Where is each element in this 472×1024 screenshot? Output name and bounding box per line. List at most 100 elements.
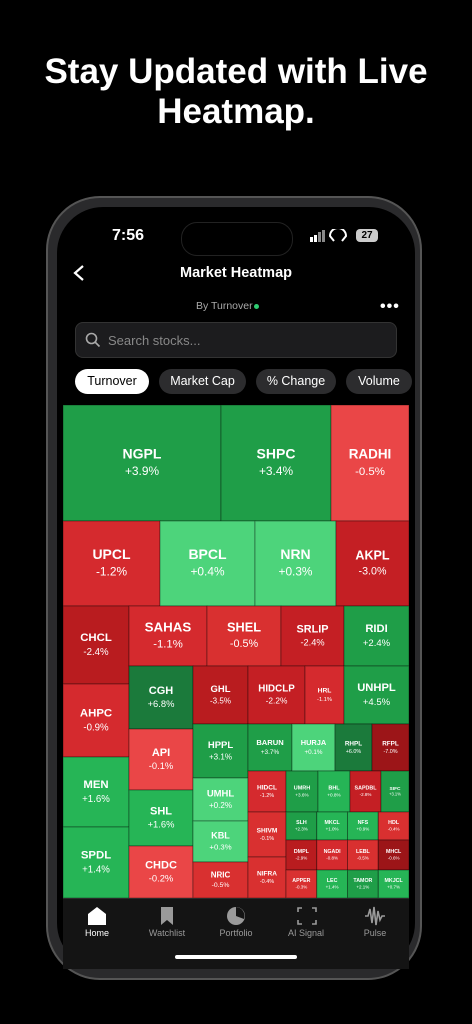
tile-name: SHIVM — [257, 827, 278, 834]
tile-name: API — [152, 747, 170, 759]
tile-change: +0.7% — [387, 885, 400, 890]
search-icon — [85, 332, 101, 348]
tile-name: RHPL — [345, 740, 362, 747]
tile-change: +1.4% — [326, 885, 339, 890]
header-subtitle: By Turnover — [196, 300, 253, 312]
tile-bg — [247, 723, 293, 772]
tile-bg — [63, 756, 130, 828]
tile-name: BHL — [328, 786, 340, 792]
tile-name: SAPDBL — [355, 786, 378, 792]
tile-name: TAMOR — [353, 878, 372, 884]
tile-change: -0.3% — [295, 885, 307, 890]
tile-change: -0.5% — [355, 466, 385, 478]
tile-change: -2.2% — [266, 696, 288, 706]
tile-name: AHPC — [80, 708, 112, 720]
tile-name: KBL — [211, 830, 230, 840]
tile-name: SLH — [296, 820, 307, 826]
filter-chip[interactable]: % Change — [256, 369, 336, 394]
tile-bg — [128, 605, 208, 667]
tile-bg — [347, 869, 379, 898]
tile-bg — [159, 520, 256, 607]
tile-change: +1.4% — [82, 864, 110, 875]
tile-name: NGADI — [324, 849, 342, 855]
tile-name: NFS — [358, 820, 369, 826]
tile-name: HURJA — [301, 738, 327, 747]
tile-change: +4.5% — [363, 697, 391, 708]
tile-bg — [285, 811, 318, 841]
tile-name: RFPL — [382, 740, 399, 747]
tile-change: +2.4% — [363, 638, 391, 649]
home-indicator — [175, 955, 297, 959]
tile-change: +6.8% — [148, 699, 175, 709]
tile-change: +3.9% — [125, 464, 159, 478]
tile-bg — [380, 770, 409, 813]
nav-item[interactable]: Home — [84, 928, 109, 938]
tile-name: CGH — [149, 685, 174, 697]
tile-bg — [316, 811, 348, 841]
filter-chip[interactable]: Turnover — [75, 369, 149, 394]
search-placeholder: Search stocks... — [108, 333, 201, 348]
tile-change: +1.6% — [82, 794, 110, 805]
tile-change: +3.1% — [209, 752, 232, 761]
nav-item[interactable]: Pulse — [363, 928, 387, 938]
tile-change: +0.3% — [279, 565, 313, 579]
tile-change: +3.4% — [259, 464, 293, 478]
tile-bg — [285, 839, 318, 871]
header-title: Market Heatmap — [179, 265, 292, 281]
tile-change: +6.0% — [346, 749, 362, 755]
tile-name: NRN — [280, 546, 310, 562]
tile-bg — [304, 665, 345, 725]
tile-change: -1.1% — [153, 639, 183, 651]
dynamic-island — [181, 222, 293, 256]
tile-bg — [280, 605, 345, 667]
tile-name: UMHL — [207, 788, 235, 799]
tile-bg — [343, 605, 409, 667]
tile-change: -7.0% — [383, 749, 397, 755]
tile-bg — [63, 520, 161, 607]
tile-change: -2.4% — [83, 647, 109, 658]
tile-bg — [63, 605, 130, 685]
tile-bg — [206, 605, 282, 667]
tile-name: SAHAS — [145, 620, 192, 635]
tile-bg — [63, 826, 130, 898]
filter-chip[interactable]: Volume — [346, 369, 412, 394]
tile-change: +0.9% — [356, 827, 369, 832]
tile-name: MEN — [83, 779, 108, 791]
tile-name: SHL — [150, 805, 172, 817]
tile-change: -0.6% — [388, 856, 400, 861]
tile-name: UPCL — [92, 546, 131, 562]
nav-item[interactable]: Portfolio — [219, 928, 253, 938]
tile-bg — [254, 520, 337, 607]
tile-name: DMPL — [294, 849, 310, 855]
tile-name: HRL — [318, 688, 332, 695]
nav-item[interactable]: AI Signal — [287, 928, 325, 938]
tile-change: +1.0% — [326, 827, 339, 832]
tile-bg — [128, 789, 194, 847]
tile-bg — [377, 839, 409, 871]
back-button[interactable] — [72, 264, 86, 282]
filter-chip[interactable]: Market Cap — [159, 369, 246, 394]
tile-change: +0.8% — [327, 792, 340, 797]
battery: 27 — [356, 229, 378, 242]
tile-name: MHCL — [386, 849, 402, 855]
tile-change: -1.2% — [96, 565, 127, 579]
nav-item[interactable]: Watchlist — [148, 928, 186, 938]
tile-change: -0.1% — [149, 761, 173, 771]
tile-name: LEBL — [356, 849, 371, 855]
tile-name: BARUN — [256, 738, 283, 747]
headline: Heatmap. — [157, 92, 315, 131]
tile-name: MKCL — [324, 820, 340, 826]
tile-name: HPPL — [208, 740, 233, 751]
tile-name: NIFRA — [257, 870, 277, 877]
search-box[interactable] — [75, 322, 397, 358]
tile-name: RADHI — [349, 446, 392, 461]
tile-bg — [347, 839, 379, 871]
tile-change: -0.4% — [260, 879, 275, 885]
more-button[interactable]: ••• — [380, 298, 400, 315]
tile-change: -2.9% — [295, 856, 307, 861]
live-dot — [254, 304, 259, 309]
tile-change: -0.4% — [388, 827, 400, 832]
tile-name: NRIC — [211, 870, 231, 879]
tile-change: -0.9% — [83, 722, 109, 733]
